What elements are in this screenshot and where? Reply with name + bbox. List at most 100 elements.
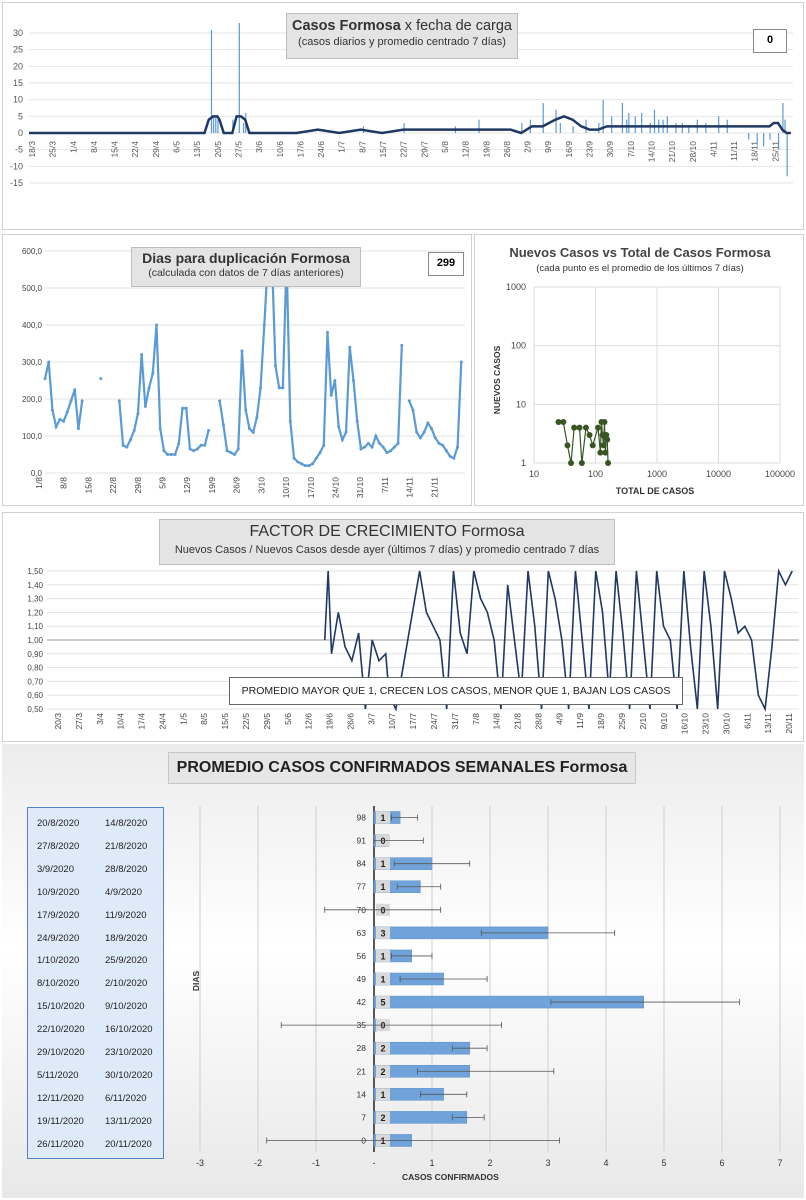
- doubling-days-point: [47, 360, 51, 364]
- doubling-days-point: [288, 419, 292, 423]
- y-tick-label: 15: [13, 78, 23, 88]
- week-start-date: 16/10/2020: [105, 1024, 153, 1036]
- category-label: 77: [357, 882, 367, 892]
- daily-cases-subtitle: (casos diarios y promedio centrado 7 día…: [298, 36, 506, 48]
- trajectory-point: [582, 424, 589, 431]
- x-tick-label: 10/6: [275, 141, 285, 158]
- doubling-days-point: [121, 443, 125, 447]
- x-tick-label: 7/11: [380, 477, 390, 493]
- week-end-date: 10/9/2020: [37, 886, 80, 898]
- daily-case-bar: [784, 119, 786, 133]
- doubling-days-point: [340, 438, 344, 442]
- new-vs-total-ylabel: NUEVOS CASOS: [492, 345, 502, 415]
- trajectory-point: [600, 442, 607, 449]
- doubling-days-point: [281, 386, 285, 390]
- doubling-days-chart: 600,0 500,0 400,0 300,0 200,0 100,0 0,01/8 8/8 1…: [22, 247, 465, 498]
- x-tick-label: 3/6: [254, 141, 264, 153]
- x-tick-label: 16/10: [680, 713, 690, 735]
- doubling-days-title: Dias para duplicación Formosa: [142, 250, 350, 266]
- category-label: 91: [357, 836, 367, 846]
- doubling-days-point: [166, 453, 170, 456]
- doubling-days-point: [151, 371, 155, 375]
- x-tick-label: 2/10: [638, 713, 648, 730]
- x-tick-label: 100000: [765, 469, 795, 479]
- doubling-days-point: [422, 430, 426, 434]
- week-start-date: 4/9/2020: [105, 886, 142, 898]
- trajectory-point: [597, 449, 604, 456]
- doubling-days-point: [355, 419, 359, 423]
- doubling-days-point: [229, 451, 233, 455]
- daily-case-bar: [641, 113, 643, 133]
- trajectory-point: [595, 424, 602, 431]
- week-end-date: 3/9/2020: [37, 863, 74, 875]
- daily-case-bar: [210, 116, 213, 133]
- x-tick-label: 8/5: [199, 713, 209, 725]
- doubling-days-point: [181, 406, 185, 410]
- y-tick-label: 1,10: [27, 622, 43, 631]
- y-tick-label: 1,40: [27, 581, 43, 590]
- doubling-days-subtitle: (calculada con datos de 7 días anteriore…: [148, 267, 344, 279]
- doubling-days-point: [233, 453, 237, 456]
- daily-case-bar: [403, 123, 405, 133]
- x-tick-label: 23/10: [701, 713, 711, 735]
- doubling-days-point: [273, 364, 277, 368]
- x-tick-label: 5/6: [283, 713, 293, 725]
- x-tick-label: 26/9: [232, 477, 242, 494]
- week-start-date: 25/9/2020: [105, 955, 148, 967]
- value-label-box: [376, 1088, 390, 1101]
- doubling-days-point: [407, 399, 411, 403]
- week-start-date: 14/8/2020: [105, 818, 148, 829]
- doubling-days-point: [117, 399, 121, 403]
- trajectory-point: [605, 460, 612, 466]
- value-label: 0: [380, 1021, 385, 1031]
- daily-case-bar: [598, 123, 600, 133]
- daily-case-bar: [478, 119, 480, 133]
- doubling-days-panel: 600,0 500,0 400,0 300,0 200,0 100,0 0,0 1/8 8/8 1…: [2, 234, 472, 506]
- daily-case-bar: [705, 123, 707, 133]
- week-end-date: 22/10/2020: [37, 1024, 85, 1036]
- x-tick-label: 10/4: [116, 713, 126, 730]
- doubling-days-point: [318, 451, 322, 455]
- doubling-days-point: [76, 427, 80, 431]
- doubling-days-point: [337, 425, 341, 429]
- doubling-days-point: [125, 445, 129, 449]
- doubling-days-point: [296, 460, 300, 464]
- doubling-days-point: [255, 416, 259, 419]
- value-label-box: [376, 1111, 390, 1124]
- x-tick-label: 29/5: [262, 713, 272, 730]
- x-tick-label: 27/3: [74, 713, 84, 730]
- daily-case-bar: [769, 133, 771, 140]
- trajectory-point: [604, 436, 611, 443]
- daily-case-bar: [782, 103, 784, 133]
- daily-case-bar: [585, 119, 587, 133]
- x-tick-label: 3/7: [366, 713, 376, 725]
- category-label: 14: [357, 1089, 367, 1099]
- trajectory-point: [589, 442, 596, 449]
- y-tick-label: 25: [13, 45, 23, 55]
- growth-factor-chart: 1,50 1,40 1,30 1,20 1,10 1,00 0,90 0,80 0,70 0,60…: [27, 567, 799, 735]
- y-tick-label: -10: [10, 161, 23, 171]
- y-tick-label: -5: [15, 145, 23, 155]
- trajectory-point: [576, 424, 583, 431]
- value-label: 0: [380, 836, 385, 846]
- new-vs-total-xlabel: TOTAL DE CASOS: [615, 486, 695, 496]
- x-tick-label: 8/4: [89, 141, 99, 153]
- x-tick-label: 15/5: [220, 713, 230, 730]
- doubling-days-point: [188, 447, 192, 451]
- x-tick-label: 7: [777, 1158, 782, 1168]
- y-tick-label: 1,20: [27, 608, 43, 617]
- doubling-days-point: [247, 427, 251, 431]
- doubling-days-point: [299, 462, 303, 466]
- x-tick-label: 15/4: [110, 141, 120, 158]
- x-tick-label: 3/4: [95, 713, 105, 725]
- doubling-days-point: [173, 453, 177, 456]
- x-tick-label: 6/5: [172, 141, 182, 153]
- doubling-days-point: [99, 377, 103, 381]
- trajectory-point: [578, 460, 585, 466]
- daily-case-bar: [238, 23, 240, 133]
- doubling-days-point: [62, 419, 66, 423]
- doubling-days-point: [441, 443, 445, 447]
- daily-case-bar: [210, 29, 213, 134]
- daily-case-bar: [718, 116, 720, 133]
- x-tick-label: 17/4: [137, 713, 147, 730]
